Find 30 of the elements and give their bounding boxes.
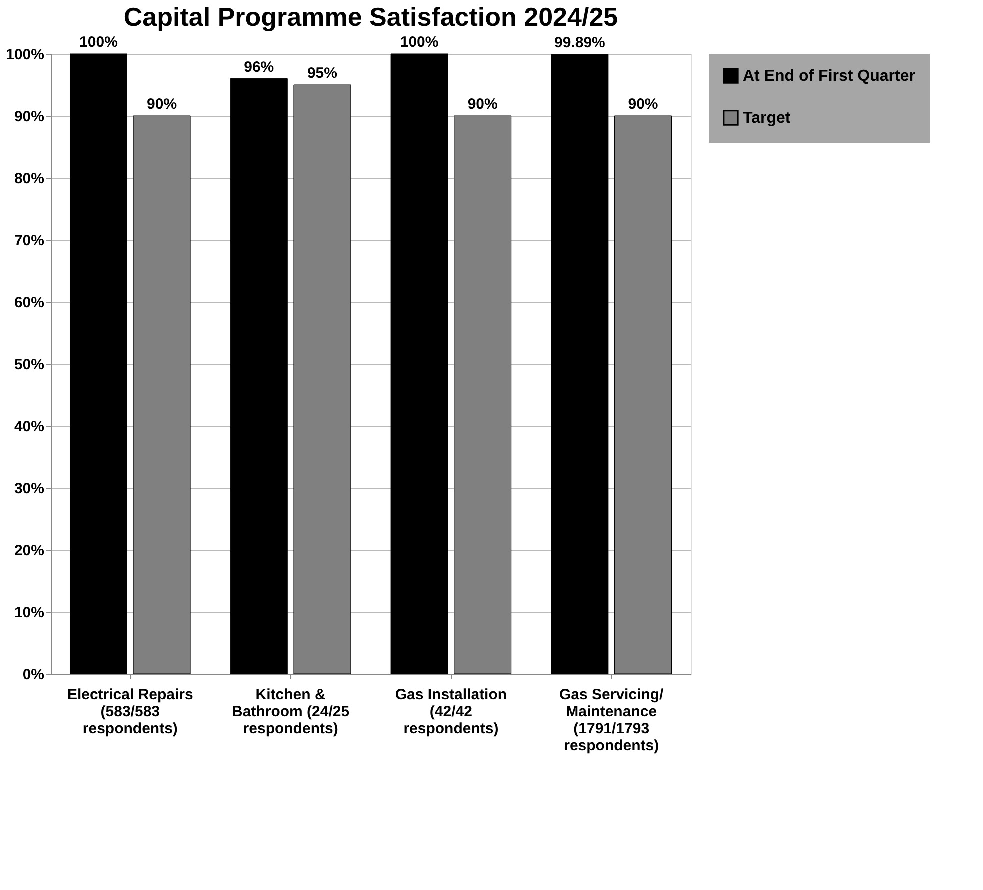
y-tick-label: 20% [14,542,44,560]
y-tick-label: 10% [14,604,44,622]
y-tick-label: 60% [14,294,44,312]
chart-title: Capital Programme Satisfaction 2024/25 [124,2,618,32]
bar [70,54,128,674]
x-tick-label: Electrical Repairs (583/583 respondents) [67,686,194,738]
x-tick-label: Gas Installation (42/42 respondents) [395,686,508,738]
data-label: 100% [80,34,118,51]
data-label: 95% [307,65,338,82]
data-label: 96% [244,58,274,76]
bar [551,54,609,674]
bar [390,54,448,674]
y-tick-label: 50% [14,356,44,374]
data-label: 100% [400,34,439,51]
legend-label: Target [743,110,792,127]
y-tick-label: 90% [14,108,44,126]
y-tick-label: 100% [6,46,44,64]
legend-label: At End of First Quarter [743,68,916,85]
data-label: 99.89% [554,34,606,52]
bar [230,78,288,674]
x-tick-label: Gas Servicing/ Maintenance (1791/1793 respondents) [559,686,665,754]
y-tick-label: 70% [14,232,44,250]
y-tick-label: 40% [14,418,44,436]
y-tick-label: 30% [14,480,44,498]
data-label: 90% [147,96,178,113]
y-tick-label: 0% [22,666,44,684]
y-tick-label: 80% [14,170,44,188]
data-label: 90% [468,96,498,113]
data-label: 90% [628,96,658,113]
x-tick-label: Kitchen & Bathroom (24/25 respondents) [232,686,350,738]
